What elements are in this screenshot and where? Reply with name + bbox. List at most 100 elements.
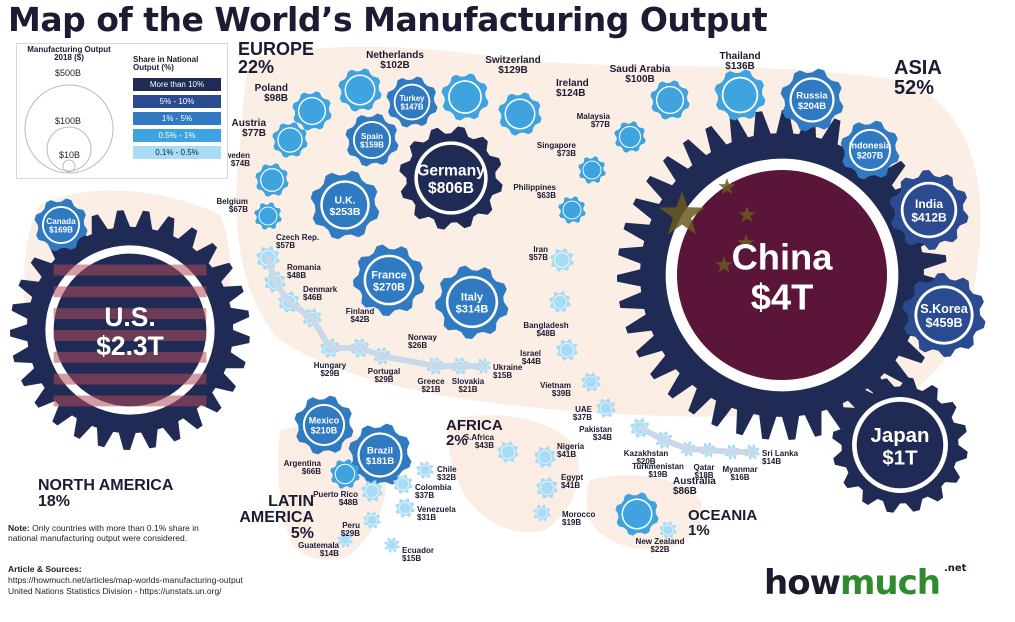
asia-chain [637,425,755,455]
gear-spain [345,113,399,167]
country-value-thailand: $136B [725,61,754,72]
gear-u-s [10,210,250,450]
gear-ireland [498,92,542,136]
country-label-nigeria: Nigeria [557,442,585,451]
legend-scale-100: $100B [55,116,82,126]
country-value-pakistan: $34B [593,433,612,442]
country-label-poland: Poland [255,83,288,94]
small-country-gears [265,255,755,455]
country-value-poland: $98B [264,93,288,104]
gear-value-brazil: $181B [366,456,394,467]
country-value-romania: $48B [287,271,306,280]
gear-colombia [393,474,413,494]
gear-philippines [558,196,586,224]
gear-switzerland [441,73,489,121]
gear-nigeria [534,446,556,468]
country-value-turkmenistan: $19B [648,470,667,479]
gear-uae [596,398,616,418]
gear-label-china: China [732,237,834,278]
gear-label-mexico: Mexico [309,416,340,426]
country-label-greece: Greece [417,377,445,386]
country-label-finland: Finland [346,307,375,316]
legend-category-3: 1% - 5% [133,112,221,125]
gear-s-korea [902,273,986,357]
legend-size-title: Manufacturing Output 2018 ($) [27,45,111,62]
gear-value-russia: $204B [798,101,826,112]
country-label-saudi-arabia: Saudi Arabia [610,64,671,75]
country-value-portugal: $29B [374,375,393,384]
country-value-iran: $57B [529,253,548,262]
country-label-czech-rep: Czech Rep. [276,233,319,242]
country-label-peru: Peru [342,521,360,530]
country-value-uae: $37B [573,413,592,422]
country-label-sweden: Sweden [220,151,250,160]
gear-china [617,110,947,440]
gear-label-india: India [915,197,943,211]
gear-value-mexico: $210B [311,426,338,436]
country-value-peru: $29B [341,529,360,538]
gear-value-u-k: $253B [330,206,361,218]
country-value-qatar: $18B [694,471,713,480]
country-value-saudi-arabia: $100B [625,74,654,85]
region-asia: ASIA 52% [894,57,942,99]
country-label-morocco: Morocco [562,510,595,519]
gear-guatemala [337,532,353,548]
country-label-myanmar: Myanmar [722,465,757,474]
gear-netherlands [338,68,382,112]
gear-ecuador [384,537,400,553]
country-label-thailand: Thailand [719,51,760,62]
country-label-new-zealand: New Zealand [636,537,685,546]
source-link-article[interactable]: https://howmuch.net/articles/map-worlds-… [8,575,243,585]
gear-saudi-arabia [650,80,690,120]
country-label-denmark: Denmark [303,285,338,294]
source-link-un[interactable]: United Nations Statistics Division - htt… [8,586,222,596]
note: Note: Only countries with more than 0.1%… [8,523,199,543]
country-value-vietnam: $39B [552,389,571,398]
country-value-kazakhstan: $20B [636,457,655,466]
country-label-switzerland: Switzerland [485,55,541,66]
country-label-australia: Australia [673,476,716,487]
country-label-qatar: Qatar [694,463,715,472]
country-label-iran: Iran [533,245,548,254]
country-value-bangladesh: $48B [536,329,555,338]
legend-category-4: 0.5% - 1% [133,129,221,142]
country-value-puerto-rico: $48B [339,498,358,507]
country-value-ireland: $124B [556,88,585,99]
country-value-egypt: $41B [561,481,580,490]
legend: Manufacturing Output 2018 ($) $500B $100… [16,43,228,179]
country-value-czech-rep: $57B [276,241,295,250]
gear-egypt [536,477,558,499]
gear-label-u-k: U.K. [335,194,356,206]
gear-australia [615,492,659,536]
gear-new-zealand [659,521,677,539]
country-label-belgium: Belgium [216,197,248,206]
country-value-israel: $44B [522,357,541,366]
gear-label-russia: Russia [796,91,828,102]
gear-label-brazil: Brazil [367,446,393,457]
country-value-norway: $26B [408,341,427,350]
country-label-ukraine: Ukraine [493,363,523,372]
country-label-bangladesh: Bangladesh [523,321,568,330]
gear-label-japan: Japan [871,425,930,447]
country-label-romania: Romania [287,263,321,272]
legend-size-scale [24,84,114,174]
gear-canada [34,198,88,252]
gear-bangladesh [549,291,571,313]
country-value-venezuela: $31B [417,513,436,522]
gear-germany [399,126,503,230]
country-label-norway: Norway [408,333,437,342]
country-label-venezuela: Venezuela [417,505,456,514]
gear-value-china: $4T [751,276,814,317]
region-europe: EUROPE 22% [238,39,315,77]
gear-brazil [348,423,412,487]
country-value-belgium: $67B [229,205,248,214]
country-value-denmark: $46B [303,293,322,302]
country-value-colombia: $37B [415,491,434,500]
country-value-ecuador: $15B [402,554,421,563]
gear-malaysia [614,121,646,153]
gear-value-spain: $159B [360,141,384,150]
gear-japan [832,377,968,513]
gear-label-canada: Canada [46,217,76,226]
gear-mexico [294,395,354,455]
